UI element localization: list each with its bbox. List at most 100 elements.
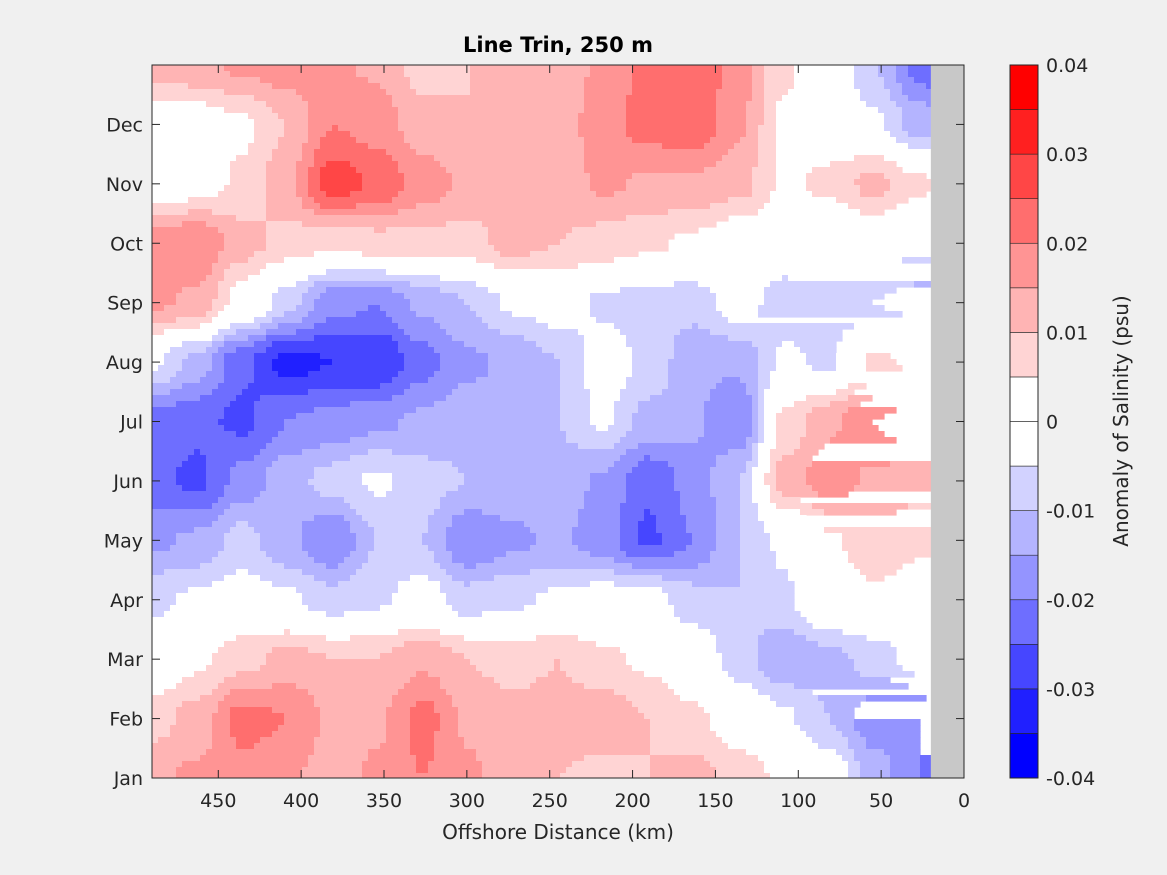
field-cell — [776, 473, 807, 480]
field-cell — [764, 413, 777, 420]
field-cell — [398, 371, 435, 378]
field-cell — [746, 131, 759, 138]
field-cell — [458, 731, 651, 738]
field-cell — [452, 647, 621, 654]
field-cell — [152, 665, 207, 672]
field-cell — [836, 431, 885, 438]
field-cell — [758, 143, 777, 150]
field-cell — [284, 419, 399, 426]
field-cell — [740, 575, 789, 582]
field-cell — [290, 629, 399, 636]
field-cell — [674, 611, 801, 618]
field-cell — [758, 653, 849, 660]
field-cell — [620, 527, 639, 534]
field-cell — [464, 581, 471, 588]
field-cell — [392, 155, 435, 162]
field-cell — [416, 701, 435, 708]
colorbar-swatch — [1009, 465, 1039, 511]
field-cell — [302, 317, 327, 324]
field-cell — [632, 77, 723, 84]
field-cell — [716, 509, 741, 516]
field-cell — [152, 701, 183, 708]
field-cell — [830, 437, 897, 444]
field-cell — [152, 563, 201, 570]
field-cell — [704, 413, 753, 420]
field-cell — [584, 143, 663, 150]
field-cell — [746, 119, 765, 126]
field-cell — [806, 413, 843, 420]
field-cell — [434, 755, 477, 762]
field-cell — [560, 659, 627, 666]
field-cell — [152, 689, 165, 696]
field-cell — [662, 575, 741, 582]
colorbar-frame — [1009, 64, 1039, 779]
field-cell — [908, 503, 933, 510]
field-cell — [500, 251, 531, 258]
field-cell — [326, 287, 393, 294]
field-cell — [866, 353, 891, 360]
field-cell — [254, 365, 273, 372]
field-cell — [674, 485, 711, 492]
field-cell — [614, 443, 639, 450]
field-cell — [152, 413, 225, 420]
field-cell — [152, 713, 177, 720]
plot-area: 450 400 350 300 250 200 150 100 50 0 JanFebMarApr… — [104, 64, 970, 812]
field-cell — [614, 257, 903, 264]
field-cell — [452, 335, 525, 342]
field-cell — [590, 407, 615, 414]
field-cell — [890, 179, 933, 186]
field-cell — [224, 275, 249, 282]
field-cell — [722, 659, 759, 666]
field-cell — [308, 389, 405, 396]
field-cell — [584, 365, 633, 372]
field-cell — [584, 503, 621, 510]
field-cell — [626, 119, 717, 126]
field-cell — [536, 635, 579, 642]
field-cell — [620, 503, 681, 510]
field-cell — [428, 575, 453, 582]
field-cell — [410, 383, 459, 390]
field-cell — [752, 179, 777, 186]
field-cell — [650, 755, 705, 762]
field-cell — [218, 227, 267, 234]
field-cell — [152, 449, 195, 456]
field-cell — [398, 587, 441, 594]
field-cell — [776, 353, 807, 360]
field-cell — [434, 347, 477, 354]
field-cell — [716, 125, 747, 132]
field-cell — [614, 407, 639, 414]
field-cell — [698, 323, 855, 330]
field-cell — [728, 149, 759, 156]
field-cell — [710, 389, 747, 396]
field-cell — [752, 449, 759, 456]
field-cell — [770, 371, 861, 378]
colorbar-tick-label: 0.03 — [1046, 144, 1088, 166]
field-cell — [194, 527, 231, 534]
field-cell — [572, 527, 621, 534]
field-cell — [218, 647, 273, 654]
field-cell — [776, 185, 807, 192]
field-cell — [740, 539, 771, 546]
field-cell — [470, 659, 555, 666]
field-cell — [524, 335, 585, 342]
field-cell — [398, 125, 579, 132]
field-cell — [776, 479, 807, 486]
field-cell — [296, 179, 309, 186]
field-cell — [758, 413, 765, 420]
field-cell — [578, 545, 621, 552]
colorbar-swatch — [1009, 599, 1039, 645]
field-cell — [308, 119, 399, 126]
field-cell — [224, 413, 255, 420]
field-cell — [776, 131, 891, 138]
field-cell — [440, 275, 783, 282]
field-cell — [578, 119, 627, 126]
field-cell — [428, 545, 447, 552]
field-cell — [740, 581, 795, 588]
field-cell — [392, 287, 441, 294]
field-cell — [152, 767, 177, 774]
field-cell — [362, 563, 441, 570]
field-cell — [488, 287, 621, 294]
field-cell — [740, 545, 771, 552]
field-cell — [386, 719, 411, 726]
field-cell — [314, 197, 393, 204]
